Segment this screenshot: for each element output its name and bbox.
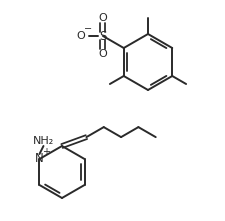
Text: O: O	[99, 13, 107, 23]
Text: N: N	[35, 152, 44, 166]
Text: −: −	[84, 24, 92, 34]
Text: NH₂: NH₂	[33, 136, 54, 146]
Text: O: O	[76, 31, 85, 41]
Text: S: S	[99, 29, 107, 42]
Text: +: +	[43, 147, 50, 157]
Text: O: O	[99, 49, 107, 59]
